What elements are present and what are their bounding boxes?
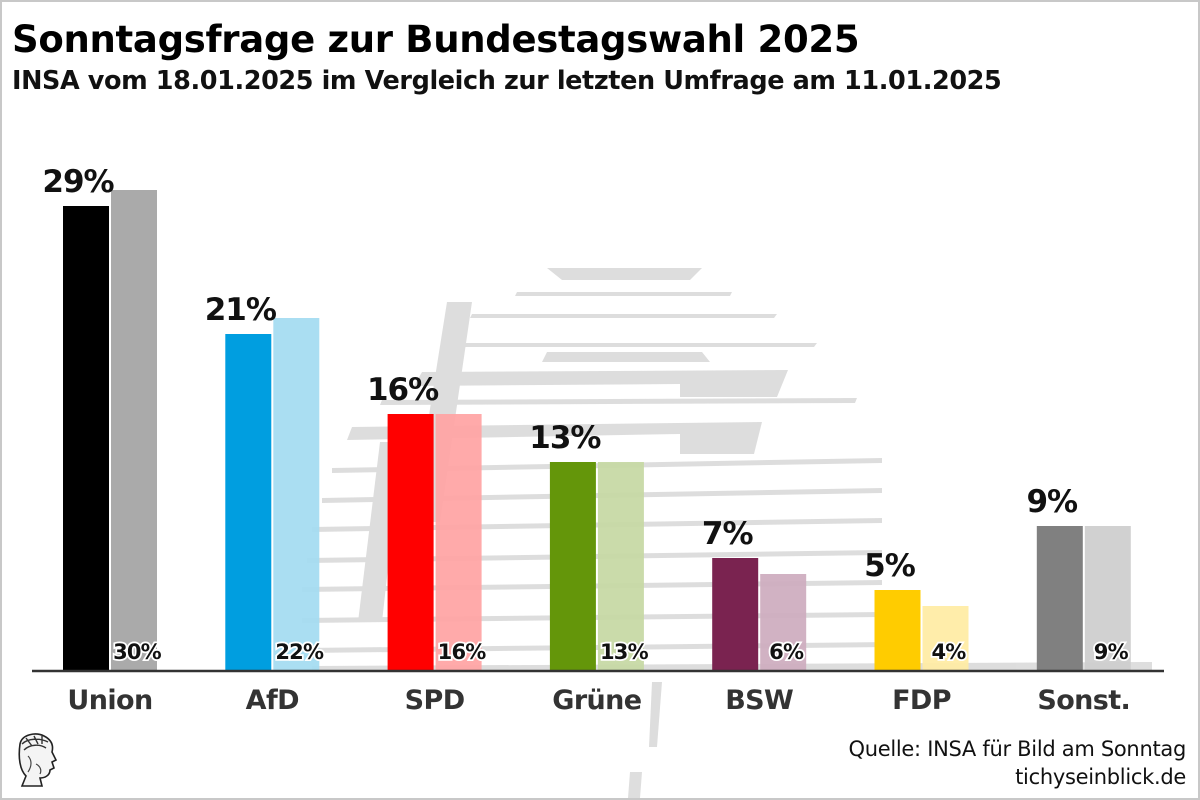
value-label-previous-6: 9% (1094, 640, 1129, 664)
bar-previous-6 (1084, 526, 1131, 670)
value-label-current-0: 29% (42, 164, 114, 200)
value-label-previous-2: 16% (438, 640, 487, 664)
value-label-previous-3: 13% (600, 640, 649, 664)
source-note: Quelle: INSA für Bild am Sonntag tichyse… (849, 735, 1187, 791)
bar-previous-4 (760, 574, 807, 670)
bar-current-4 (712, 558, 759, 670)
value-label-current-6: 9% (1026, 484, 1078, 520)
bar-current-2 (387, 414, 434, 670)
bar-previous-2 (435, 414, 482, 670)
site-credit: tichyseinblick.de (1015, 765, 1186, 789)
hermes-head-logo-icon (18, 733, 58, 787)
category-label-0: Union (67, 685, 152, 716)
bar-previous-0 (111, 190, 157, 670)
bar-current-6 (1036, 526, 1083, 670)
bar-previous-3 (597, 462, 644, 670)
category-label-3: Grüne (552, 685, 641, 716)
value-label-previous-0: 30% (113, 640, 162, 664)
chart-title: Sonntagsfrage zur Bundestagswahl 2025 (12, 18, 860, 61)
value-label-current-4: 7% (702, 516, 754, 552)
bar-current-3 (549, 462, 596, 670)
value-label-current-3: 13% (529, 420, 601, 456)
value-label-current-1: 21% (205, 292, 277, 328)
category-label-6: Sonst. (1037, 685, 1130, 716)
value-label-current-2: 16% (367, 372, 439, 408)
bar-current-5 (874, 590, 921, 670)
value-label-previous-4: 6% (769, 640, 804, 664)
bar-previous-5 (922, 606, 969, 670)
bar-current-1 (225, 334, 272, 670)
source-text: Quelle: INSA für Bild am Sonntag (848, 737, 1187, 761)
bar-previous-1 (273, 318, 320, 670)
value-label-current-5: 5% (864, 548, 916, 584)
bar-current-0 (63, 206, 109, 670)
category-label-1: AfD (246, 685, 299, 716)
chart-subtitle: INSA vom 18.01.2025 im Vergleich zur let… (12, 66, 1002, 96)
category-label-2: SPD (405, 685, 465, 716)
value-label-previous-5: 4% (931, 640, 966, 664)
value-label-previous-1: 22% (275, 640, 324, 664)
category-label-5: FDP (892, 685, 951, 716)
category-label-4: BSW (725, 685, 793, 716)
